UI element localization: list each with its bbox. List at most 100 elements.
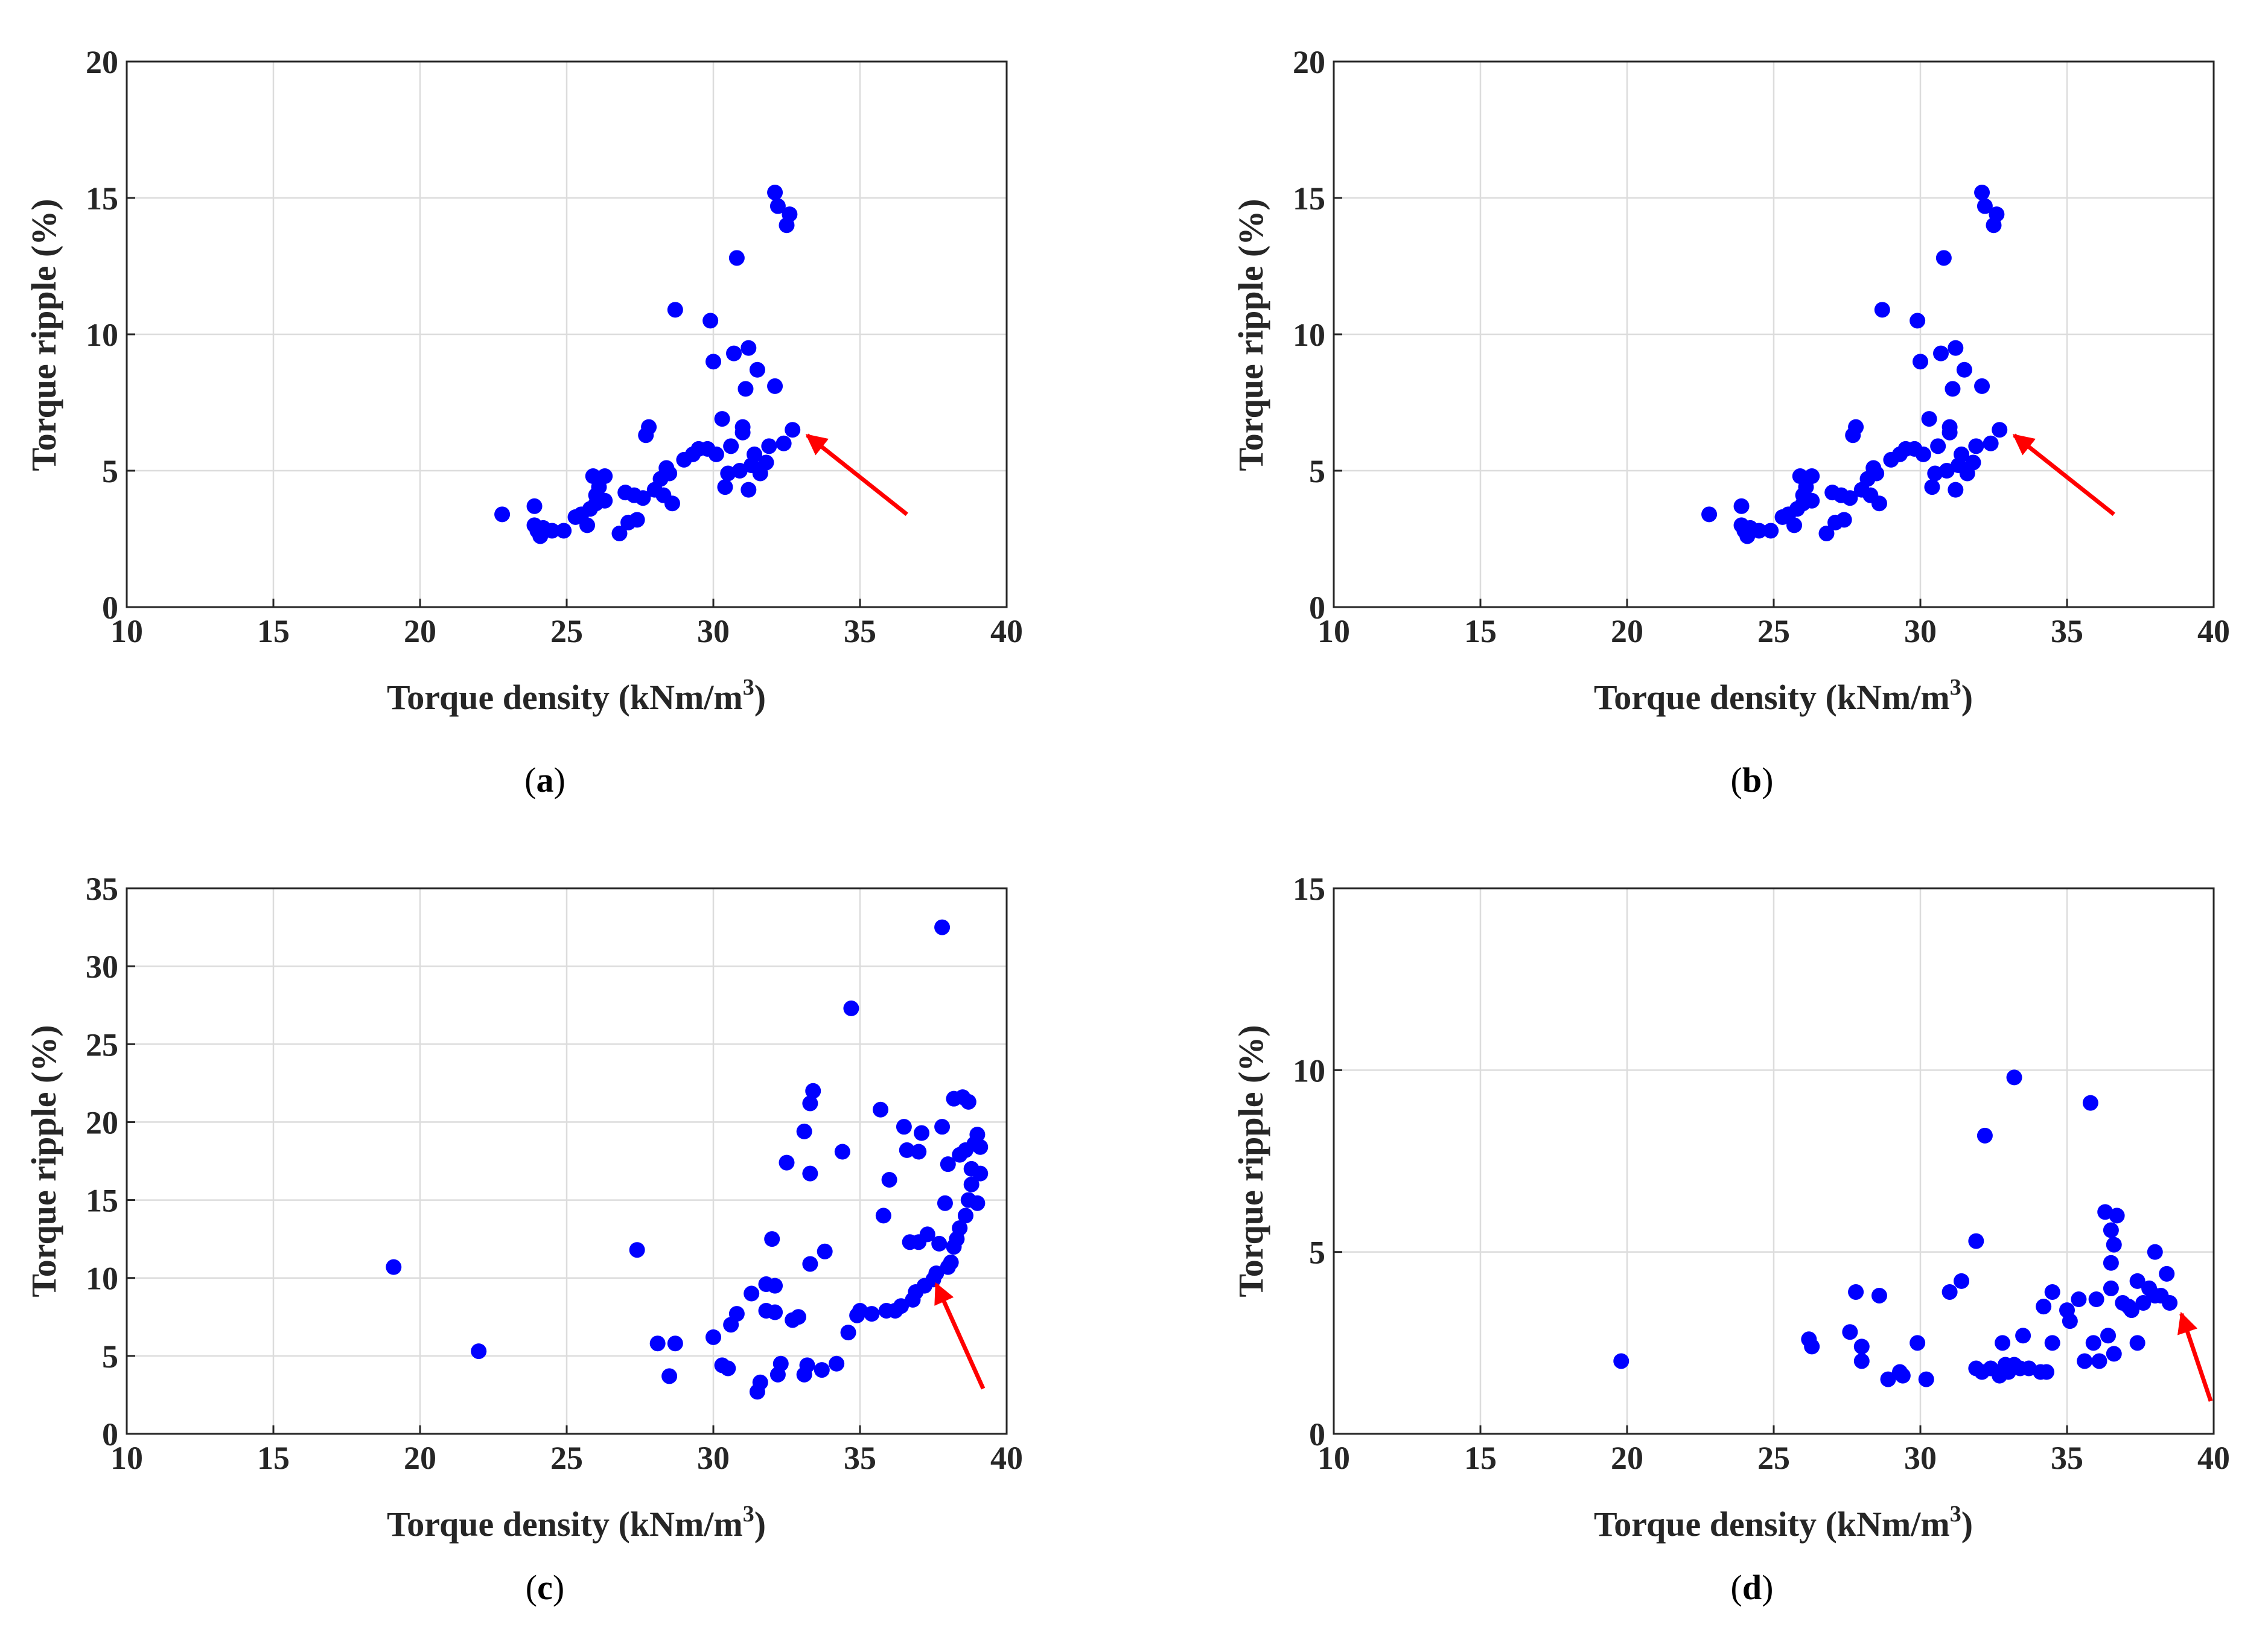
panel-a-data-point	[494, 506, 511, 523]
panel-d-data-point	[2109, 1208, 2125, 1224]
panel-c-data-point	[772, 1355, 789, 1372]
panel-c-data-point	[957, 1208, 973, 1224]
panel-c-xtick-label: 20	[404, 1440, 436, 1476]
panel-d-xtick-label: 30	[1904, 1440, 1937, 1476]
panel-c-data-point	[911, 1144, 927, 1160]
panel-a-data-point	[526, 498, 543, 514]
panel-d-data-point	[1968, 1233, 1984, 1249]
panel-d-xlabel: Torque density (kNm/m3)	[1594, 1501, 1973, 1544]
panel-b-ytick-label: 15	[1293, 180, 1325, 217]
panel-b-data-point	[1989, 206, 2005, 223]
panel-c-xtick-label: 40	[990, 1440, 1023, 1476]
panel-c-xtick-label: 35	[844, 1440, 876, 1476]
panel-c-data-point	[796, 1123, 812, 1139]
panel-b-xtick-label: 20	[1611, 613, 1643, 649]
panel-a-data-point	[747, 446, 763, 462]
panel-b-xtick-label: 25	[1757, 613, 1790, 649]
panel-a-data-point	[661, 465, 678, 482]
panel-b-data-point	[1751, 523, 1767, 539]
panel-a-data-point	[597, 468, 613, 485]
panel-c-data-point	[752, 1374, 768, 1390]
panel-d-data-point	[2135, 1295, 2152, 1311]
panel-c-data-point	[969, 1127, 986, 1143]
panel-b-data-point	[1924, 479, 1940, 495]
panel-c-data-point	[960, 1093, 976, 1110]
panel-b-data-point	[1954, 446, 1970, 462]
panel-a-xtick-label: 30	[697, 613, 730, 649]
panel-b-data-point	[1786, 517, 1803, 533]
panel-c-data-point	[852, 1302, 868, 1319]
panel-c-data-point	[720, 1360, 736, 1377]
panel-b-data-point	[1915, 446, 1931, 462]
panel-a-data-point	[714, 411, 730, 427]
panel-c-xlabel: Torque density (kNm/m3)	[387, 1501, 766, 1544]
panel-b-data-point	[1874, 302, 1890, 318]
panel-a-data-point	[726, 345, 742, 361]
panel-c-data-point	[805, 1083, 821, 1099]
panel-a-data-point	[767, 378, 783, 394]
panel-a-data-point	[731, 463, 748, 479]
panel-d-data-point	[2123, 1302, 2139, 1319]
panel-d-data-point	[1977, 1127, 1993, 1144]
panel-c-caption: (c)	[526, 1568, 564, 1607]
panel-d-data-point	[2071, 1291, 2087, 1308]
panel-c-data-point	[629, 1242, 645, 1258]
panel-b-data-point	[1733, 498, 1750, 514]
panel-a-data-point	[734, 419, 751, 435]
panel-c-data-point	[649, 1335, 666, 1352]
panel-d-data-point	[2091, 1353, 2107, 1369]
panel-c-ytick-label: 0	[102, 1416, 118, 1453]
panel-b-ytick-label: 10	[1293, 317, 1325, 353]
panel-b-data-point	[1848, 419, 1864, 435]
panel-a-data-point	[723, 438, 739, 454]
panel-b-data-point	[1974, 378, 1990, 394]
panel-d-data-point	[1871, 1287, 1887, 1303]
panel-b-data-point	[1965, 454, 1981, 471]
panel-d-data-point	[1894, 1367, 1911, 1384]
panel-b-data-point	[1968, 438, 1984, 454]
panel-c-data-point	[893, 1298, 909, 1314]
panel-a-data-point	[782, 206, 798, 223]
panel-b-data-point	[1945, 381, 1961, 397]
panel-c-data-point	[881, 1171, 897, 1188]
panel-b-data-point	[1804, 492, 1820, 509]
panel-b-data-point	[1927, 465, 1943, 482]
panel-d-xtick-label: 25	[1757, 1440, 1790, 1476]
panel-d-data-point	[2044, 1284, 2060, 1300]
panel-b-data-point	[1701, 506, 1718, 523]
panel-a-xtick-label: 25	[550, 613, 583, 649]
panel-c-data-point	[802, 1165, 818, 1182]
panel-c-xtick-label: 25	[550, 1440, 583, 1476]
panel-b-data-point	[1804, 468, 1820, 485]
panel-b-data-point	[1836, 512, 1852, 528]
panel-d-data-point	[2038, 1364, 2054, 1380]
panel-a-data-point	[611, 525, 628, 541]
panel-b-data-point	[1910, 313, 1926, 329]
panel-d-data-point	[1941, 1284, 1958, 1300]
panel-a-data-point	[635, 490, 651, 506]
panel-c-data-point	[864, 1306, 880, 1322]
panel-a-optimum-arrow	[805, 433, 908, 517]
panel-d-data-point	[2077, 1353, 2093, 1369]
panel-b-data-point	[1948, 482, 1964, 498]
panel-c-ytick-label: 10	[86, 1261, 118, 1297]
panel-d-xtick-label: 20	[1611, 1440, 1643, 1476]
panel-d-ytick-label: 0	[1309, 1416, 1325, 1453]
panel-c-ytick-label: 30	[86, 949, 118, 985]
panel-b-data-point	[1842, 490, 1858, 506]
panel-c-data-point	[934, 1119, 951, 1135]
panel-a-data-point	[749, 361, 765, 378]
panel-b-optimum-arrow	[2012, 433, 2115, 517]
panel-d-data-point	[1954, 1273, 1970, 1289]
panel-c-data-point	[899, 1142, 915, 1158]
panel-c-data-point	[972, 1165, 989, 1182]
panel-c-ytick-label: 20	[86, 1104, 118, 1141]
panel-c-data-point	[972, 1139, 989, 1155]
panel-d-ytick-label: 10	[1293, 1052, 1325, 1089]
panel-d-grid	[1333, 887, 2215, 1435]
panel-b-data-point	[1974, 184, 1990, 200]
panel-b-data-point	[1983, 435, 1999, 451]
panel-a-data-point	[767, 184, 783, 200]
panel-c-data-point	[943, 1254, 959, 1270]
